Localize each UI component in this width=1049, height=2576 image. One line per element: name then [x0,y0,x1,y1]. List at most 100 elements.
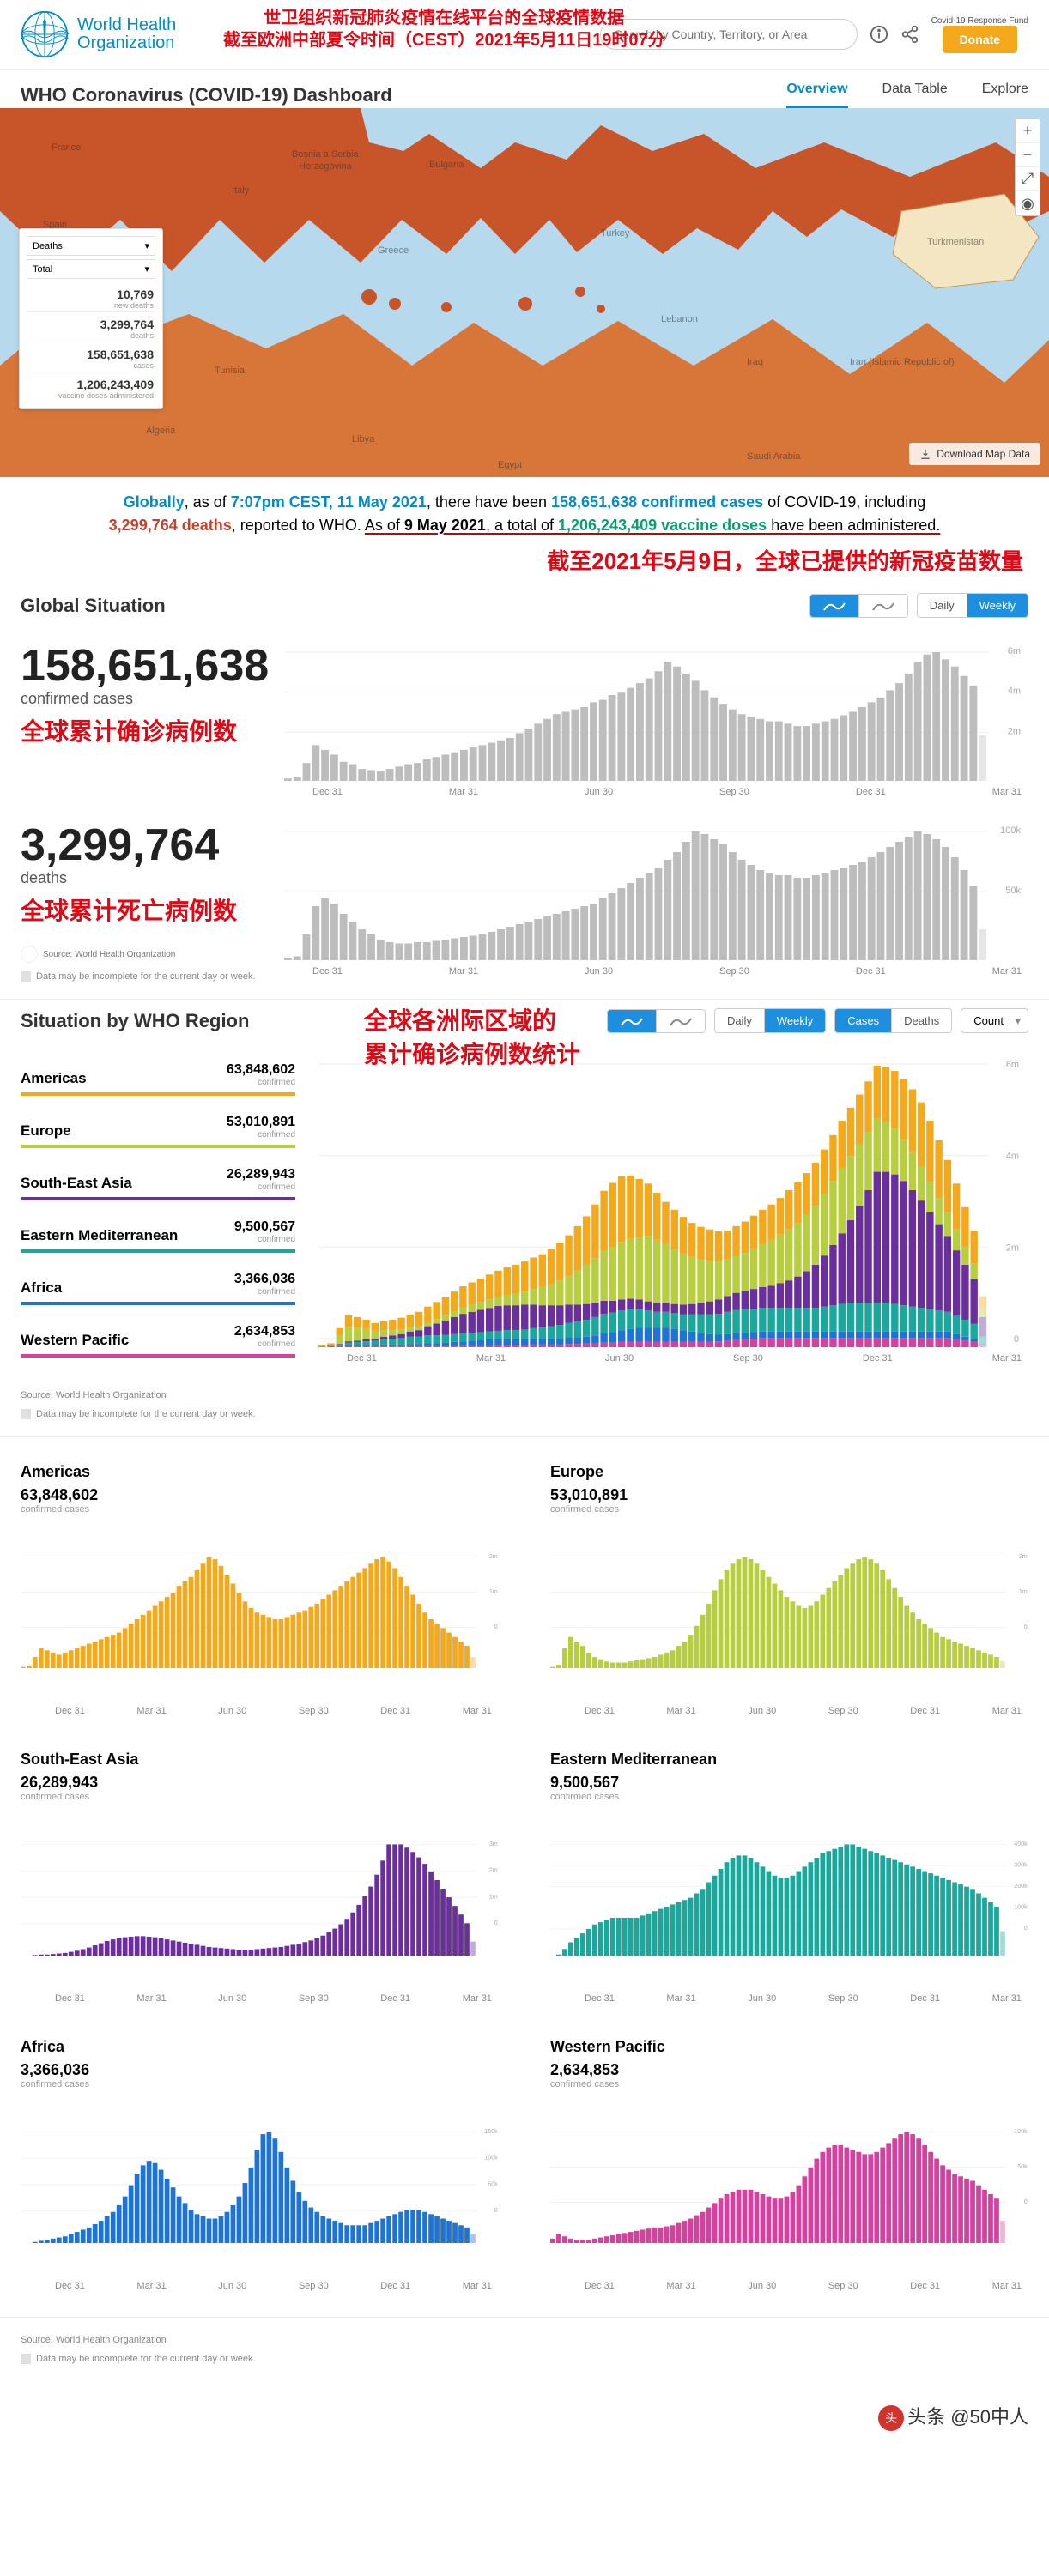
toggle-bars[interactable] [608,1010,657,1032]
anno-cases: 全球累计确诊病例数 [21,713,261,747]
chart-type-toggle-region [607,1009,706,1033]
download-label: Download Map Data [937,448,1030,460]
toggle-deaths[interactable]: Deaths [892,1009,951,1032]
svg-text:50k: 50k [488,2180,498,2187]
svg-text:0: 0 [1024,2198,1028,2205]
org-line1: World Health [77,16,176,34]
sm-africa: Africa3,366,036confirmed cases150k100k50… [21,2038,499,2291]
dashboard-title: WHO Coronavirus (COVID-19) Dashboard [21,84,392,106]
svg-text:100k: 100k [484,2155,498,2162]
legend-stat: 158,651,638cases [27,342,155,372]
map-zoom-controls: + − ⤢ ◉ [1015,118,1040,216]
cases-chart: 6m 4m 2m [278,644,1028,781]
anno-deaths: 全球累计死亡病例数 [21,892,261,927]
dashboard-bar: WHO Coronavirus (COVID-19) Dashboard Ove… [0,70,1049,108]
toggle-bars[interactable] [810,595,859,617]
toggle-line[interactable] [859,595,907,617]
who-mini-icon [21,946,38,963]
region-stacked-chart: 6m4m2m0 [312,1055,1028,1347]
sm-south-east-asia: South-East Asia26,289,943confirmed cases… [21,1751,499,2004]
donate-button[interactable]: Donate [943,26,1017,53]
count-select[interactable]: Count [961,1008,1028,1033]
map-layer-button[interactable]: ◉ [1016,191,1040,215]
svg-text:200k: 200k [1014,1883,1028,1890]
summary-text: Globally, as of 7:07pm CEST, 11 May 2021… [0,482,1049,541]
svg-text:100k: 100k [1000,825,1021,836]
tab-overview[interactable]: Overview [786,82,847,108]
region-title: Situation by WHO Region [21,1010,249,1032]
global-situation-section: Global Situation Daily Weekly 158,651,63… [0,584,1049,1000]
region-section: Situation by WHO Region DailyWeekly Case… [0,1000,1049,1437]
avatar-icon: 头 [878,2405,904,2431]
toggle-line[interactable] [657,1010,705,1032]
download-map-button[interactable]: Download Map Data [909,443,1040,465]
svg-text:0: 0 [494,1624,498,1630]
region-item[interactable]: Americas63,848,602confirmed [21,1055,295,1096]
toggle-weekly[interactable]: Weekly [765,1009,825,1032]
toggle-weekly[interactable]: Weekly [967,594,1028,617]
svg-text:0: 0 [1024,1624,1028,1630]
region-item[interactable]: Eastern Mediterranean9,500,567confirmed [21,1212,295,1253]
incomplete-note: Data may be incomplete for the current d… [36,1409,256,1419]
svg-text:0: 0 [494,1920,498,1926]
source-label: Source: World Health Organization [21,1390,167,1400]
svg-text:100k: 100k [1014,1904,1028,1911]
anno-vaccine: 截至2021年5月9日，全球已提供的新冠疫苗数量 [0,541,1049,584]
region-item[interactable]: Western Pacific2,634,853confirmed [21,1317,295,1358]
region-small-multiples: Americas63,848,602confirmed cases2m1m0De… [0,1437,1049,2317]
zoom-in-button[interactable]: + [1016,119,1040,143]
response-fund-label: Covid-19 Response Fund [931,16,1028,26]
svg-text:2m: 2m [1008,726,1021,736]
tab-data-table[interactable]: Data Table [882,82,948,108]
region-item[interactable]: Europe53,010,891confirmed [21,1108,295,1148]
red-banner-l2: 截至欧洲中部夏令时间（CEST）2021年5月11日19时07分 [223,29,665,51]
region-item[interactable]: South-East Asia26,289,943confirmed [21,1160,295,1200]
time-toggle: Daily Weekly [917,593,1028,618]
world-map[interactable]: FranceSpainItalyBosnia a SerbiaBulgariaG… [0,108,1049,477]
sm-europe: Europe53,010,891confirmed cases2m1m0Dec … [550,1463,1028,1716]
svg-text:4m: 4m [1008,686,1021,697]
dashboard-tabs: Overview Data Table Explore [786,82,1028,108]
scope-select[interactable]: Total▾ [27,259,155,279]
global-title: Global Situation [21,595,166,617]
svg-text:0: 0 [1024,1925,1028,1932]
svg-text:400k: 400k [1014,1841,1028,1847]
sm-americas: Americas63,848,602confirmed cases2m1m0De… [21,1463,499,1716]
chevron-down-icon: ▾ [144,240,149,251]
sm-western-pacific: Western Pacific2,634,853confirmed cases1… [550,2038,1028,2291]
svg-text:4m: 4m [1006,1152,1019,1162]
download-icon [919,448,931,460]
svg-text:2m: 2m [1006,1243,1019,1253]
who-logo-block: World Health Organization [21,10,176,58]
svg-text:100k: 100k [1014,2128,1028,2135]
org-name: World Health Organization [77,16,176,52]
toggle-cases[interactable]: Cases [835,1009,892,1032]
deaths-number: 3,299,764 [21,823,261,868]
metric-select[interactable]: Deaths▾ [27,236,155,256]
who-logo-icon [21,10,69,58]
svg-text:0: 0 [494,2207,498,2214]
svg-text:0: 0 [1014,1334,1019,1345]
svg-text:1m: 1m [1019,1588,1028,1595]
org-line2: Organization [77,34,176,52]
red-banner: 世卫组织新冠肺炎疫情在线平台的全球疫情数据 截至欧洲中部夏令时间（CEST）20… [223,7,665,51]
legend-stat: 10,769new deaths [27,282,155,311]
info-icon[interactable] [870,25,888,44]
toggle-daily[interactable]: Daily [715,1009,765,1032]
anno-region: 全球各洲际区域的 累计确诊病例数统计 [364,1004,580,1071]
svg-text:300k: 300k [1014,1861,1028,1868]
svg-text:6m: 6m [1008,646,1021,656]
svg-text:1m: 1m [489,1893,498,1900]
svg-text:50k: 50k [1005,886,1021,896]
chevron-down-icon: ▾ [144,263,149,275]
toggle-daily[interactable]: Daily [918,594,967,617]
region-item[interactable]: Africa3,366,036confirmed [21,1265,295,1305]
tab-explore[interactable]: Explore [982,82,1028,108]
zoom-out-button[interactable]: − [1016,143,1040,167]
share-icon[interactable] [900,25,919,44]
zoom-reset-button[interactable]: ⤢ [1016,167,1040,191]
chart-type-toggle [809,594,908,618]
footer-notes: Source: World Health Organization Data m… [0,2317,1049,2390]
region-list: Americas63,848,602confirmed Europe53,010,… [21,1055,295,1370]
deaths-label: deaths [21,869,261,887]
